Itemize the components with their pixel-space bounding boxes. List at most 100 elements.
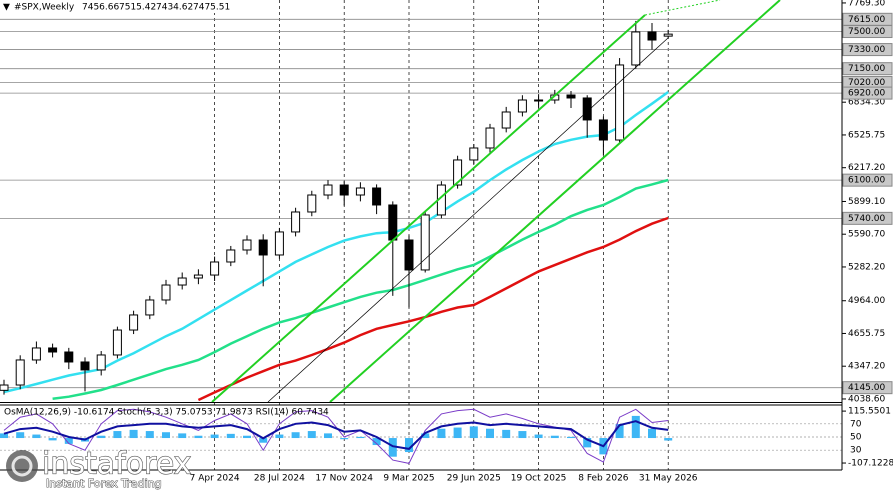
- candle-body: [372, 187, 382, 206]
- osma-bar: [64, 438, 73, 444]
- candle-body: [339, 184, 349, 196]
- candle-body: [307, 194, 317, 213]
- osma-bar: [453, 427, 462, 439]
- level-label: 7150.00: [848, 64, 885, 74]
- osma-bar: [648, 428, 656, 439]
- header-value: 7515.42: [119, 3, 156, 13]
- osma-bar: [534, 434, 543, 439]
- y-tick-label: -107.1228: [848, 459, 893, 469]
- candle-body: [112, 329, 122, 356]
- y-tick-label: 7769.30: [848, 0, 885, 8]
- candle-body: [64, 351, 74, 363]
- candle-body: [388, 204, 398, 241]
- candle-body: [258, 239, 268, 256]
- candle-body: [517, 99, 527, 113]
- candle-body: [566, 94, 576, 99]
- level-label: 6100.00: [848, 176, 885, 186]
- candle-body: [485, 127, 495, 149]
- y-tick-label: 6834.30: [848, 98, 885, 108]
- osma-bar: [32, 434, 41, 439]
- y-tick-label: 6217.20: [848, 163, 885, 173]
- candle-body: [161, 284, 171, 301]
- y-tick-label: 5282.20: [848, 262, 885, 272]
- osma-bar: [405, 438, 413, 453]
- osma-bar: [259, 438, 268, 443]
- level-label: 7615.00: [848, 15, 885, 25]
- header-value: 7475.51: [193, 3, 230, 13]
- osma-bar: [518, 431, 527, 439]
- osma-bar: [243, 435, 251, 439]
- level-label: 5740.00: [848, 214, 885, 224]
- osma-bar: [113, 431, 122, 439]
- osma-bar: [226, 433, 235, 439]
- y2-tick-label: 30: [850, 446, 862, 456]
- level-box: [842, 62, 893, 76]
- trend-line: [267, 37, 669, 403]
- level-box: [842, 173, 893, 187]
- moving-average: [3, 90, 669, 394]
- osma-bar: [615, 424, 624, 439]
- x-tick-label: 31 May 2026: [639, 474, 698, 484]
- candle-body: [129, 314, 139, 331]
- candle-body: [0, 384, 9, 391]
- level-label: 7330.00: [848, 45, 885, 55]
- level-label: 4145.00: [848, 383, 885, 393]
- osma-bar: [502, 429, 511, 439]
- level-box: [842, 25, 893, 39]
- osma-bar: [372, 438, 381, 446]
- osma-bar: [324, 433, 332, 439]
- y-tick-label: 4038.60: [848, 394, 885, 404]
- moving-average: [197, 216, 669, 402]
- candle-body: [420, 214, 430, 271]
- candle-body: [15, 359, 25, 386]
- channel-extension: [644, 0, 721, 16]
- candle-body: [31, 347, 41, 361]
- candle-body: [355, 187, 365, 196]
- y2-tick-label: 50: [850, 433, 862, 443]
- moving-average: [52, 178, 669, 401]
- candle-body: [631, 31, 641, 66]
- osma-bar: [16, 432, 25, 439]
- y-tick-label: 5590.70: [848, 230, 885, 240]
- osma-bar: [664, 438, 673, 441]
- candle-body: [145, 299, 155, 316]
- indicator-title: OsMA(12,26,9) -10.6174 Stoch(5,3,3) 75.0…: [4, 408, 329, 418]
- header-arrow: ▼: [3, 3, 10, 13]
- osma-bar: [275, 434, 284, 439]
- header-value: 7456.66: [82, 3, 119, 13]
- osma-bar: [162, 432, 170, 439]
- header-value: 7434.62: [156, 3, 193, 13]
- x-tick-label: 19 Oct 2025: [511, 474, 567, 484]
- logo-icon: [11, 455, 33, 477]
- logo-tagline: Instant Forex Trading: [46, 477, 162, 490]
- header-values: 7456.66 7515.42 7434.62 7475.51: [82, 3, 230, 13]
- chart-title: #SPX,Weekly: [14, 3, 75, 13]
- osma-bar: [97, 435, 106, 439]
- candle-body: [193, 274, 203, 279]
- level-label: 7020.00: [848, 78, 885, 88]
- x-tick-label: 29 Jun 2025: [447, 474, 501, 484]
- candle-body: [647, 31, 657, 41]
- y2-tick-label: 70: [850, 419, 862, 429]
- osma-bar: [388, 438, 397, 457]
- osma-bar: [0, 433, 8, 439]
- candle-body: [469, 147, 479, 161]
- candle-body: [598, 119, 608, 141]
- osma-bar: [550, 435, 559, 439]
- candle-body: [177, 277, 187, 286]
- candle-body: [48, 347, 58, 353]
- x-tick-label: 8 Feb 2026: [578, 474, 629, 484]
- y-tick-label: 4347.20: [848, 362, 885, 372]
- y-tick-label: 5899.10: [848, 197, 885, 207]
- level-box: [842, 86, 893, 100]
- candle-body: [242, 239, 252, 251]
- logo-icon: [6, 450, 38, 482]
- x-tick-label: 7 Apr 2024: [190, 474, 240, 484]
- osma-bar: [291, 432, 300, 439]
- header-bg: [0, 0, 230, 13]
- level-box: [842, 211, 893, 225]
- osma-bar: [486, 428, 494, 439]
